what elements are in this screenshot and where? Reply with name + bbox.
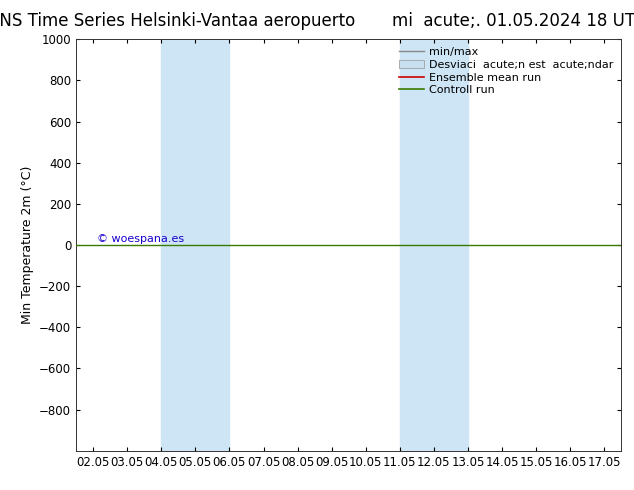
- Bar: [161, 39, 230, 451]
- Text: ENS Time Series Helsinki-Vantaa aeropuerto       mi  acute;. 01.05.2024 18 UTC: ENS Time Series Helsinki-Vantaa aeropuer…: [0, 12, 634, 30]
- Bar: [400, 39, 468, 451]
- Legend: min/max, Desviaci  acute;n est  acute;ndar, Ensemble mean run, Controll run: min/max, Desviaci acute;n est acute;ndar…: [397, 45, 616, 98]
- Text: © woespana.es: © woespana.es: [96, 234, 184, 244]
- Y-axis label: Min Temperature 2m (°C): Min Temperature 2m (°C): [20, 166, 34, 324]
